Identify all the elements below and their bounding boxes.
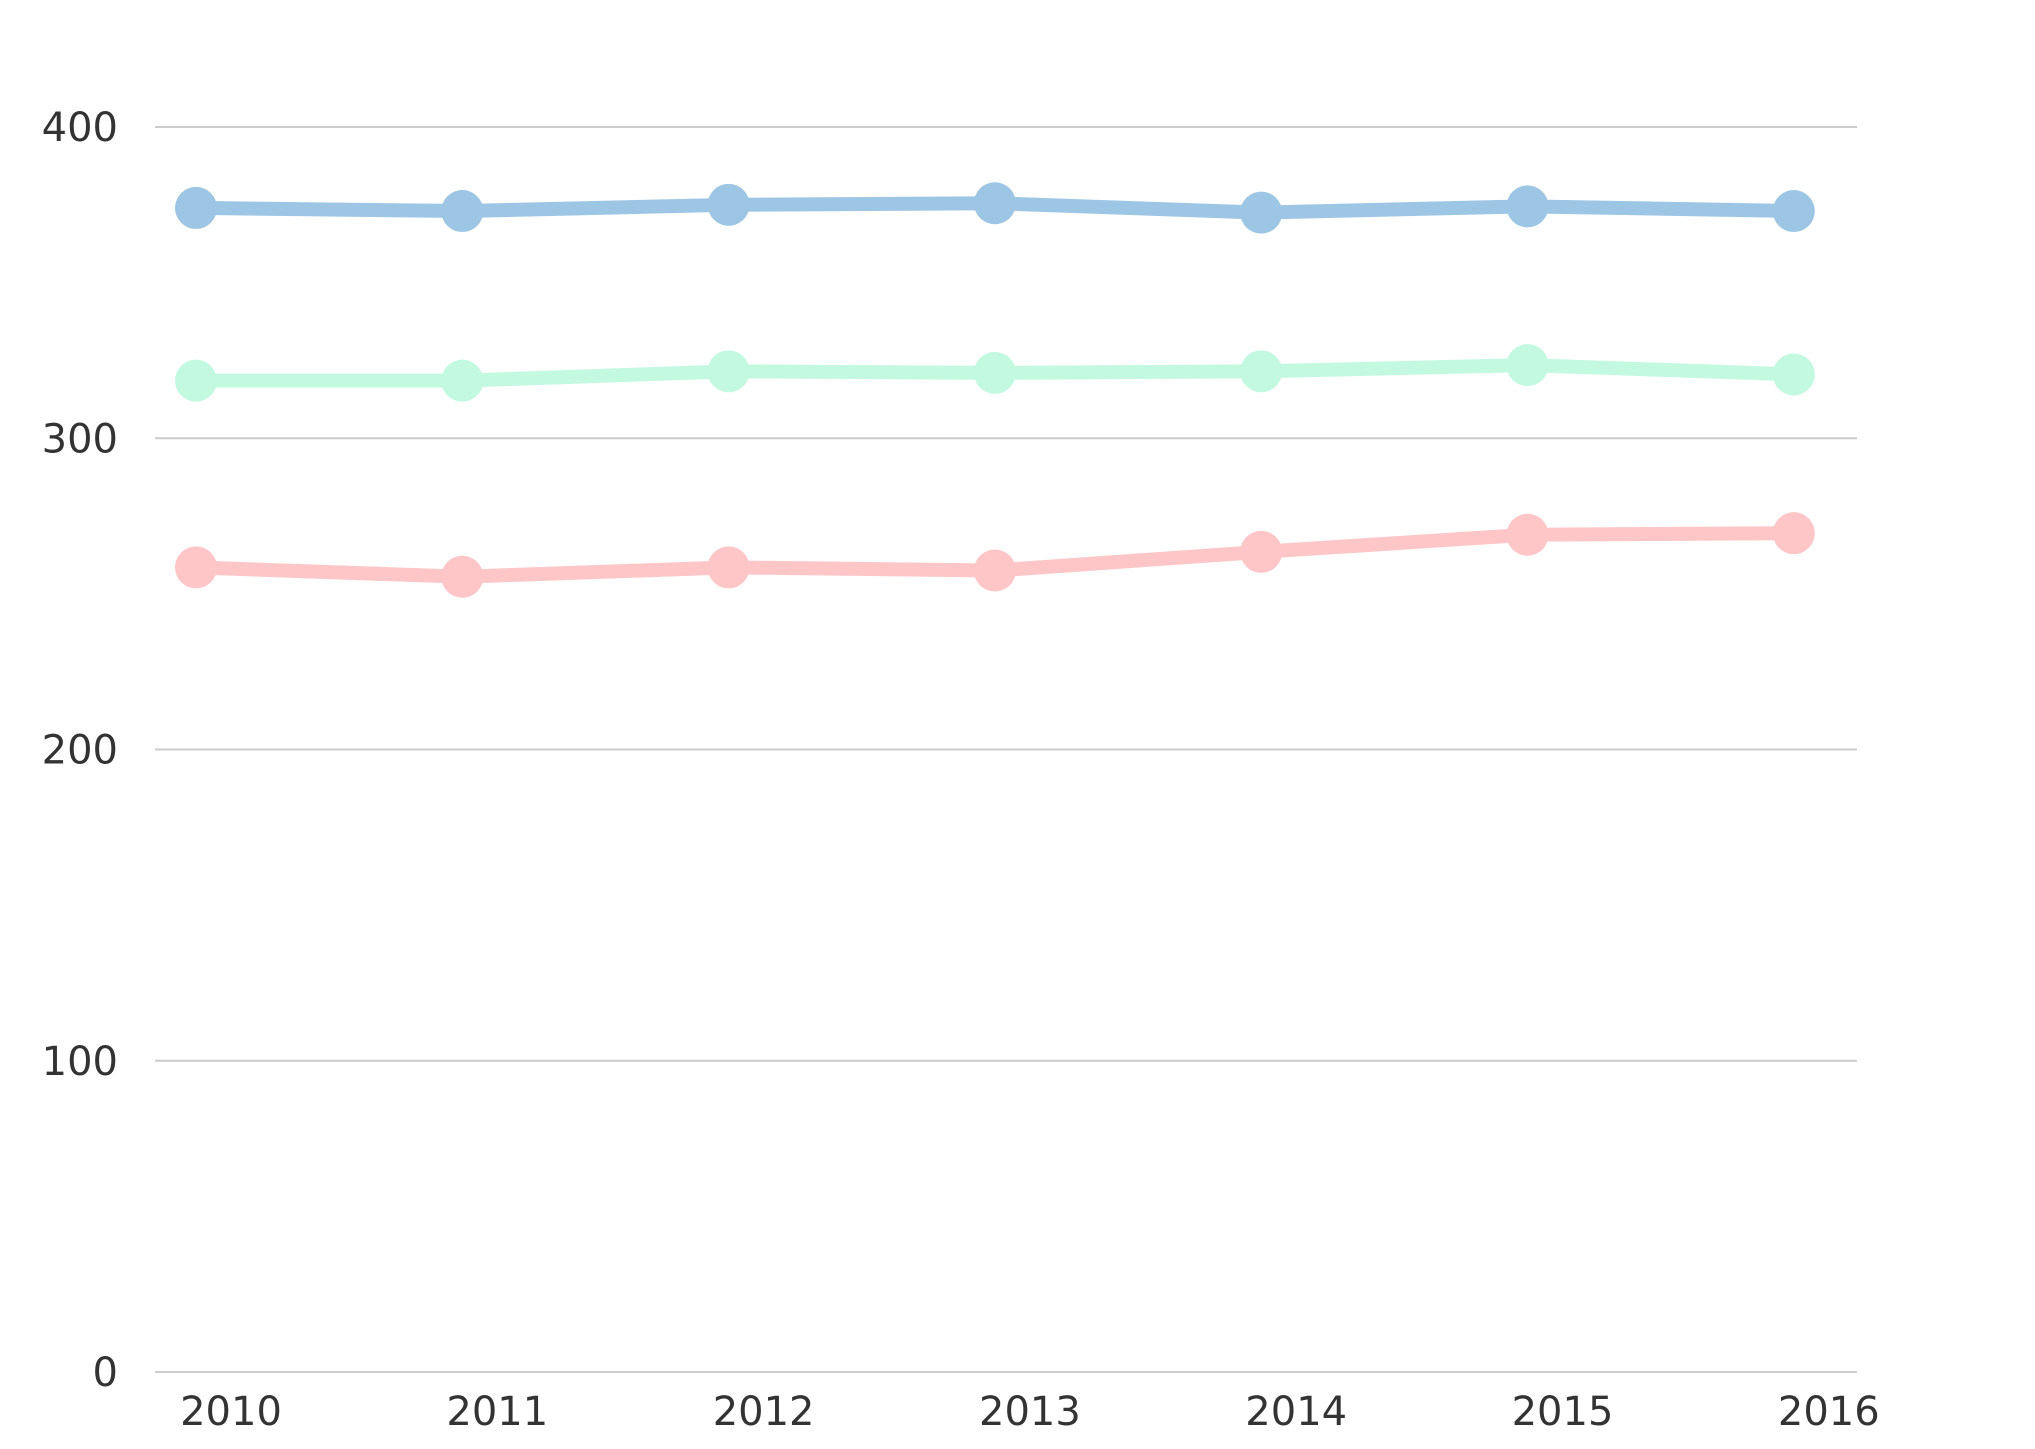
series-lines — [175, 182, 1815, 598]
y-axis-tick-labels: 0 100 200 300 400 — [42, 105, 118, 1396]
x-tick-label: 2012 — [713, 1389, 815, 1435]
grid-lines — [155, 126, 1857, 1373]
y-tick-label: 100 — [42, 1039, 118, 1085]
y-tick-label: 300 — [42, 416, 118, 462]
x-tick-label: 2015 — [1512, 1389, 1614, 1435]
data-point[interactable] — [1506, 344, 1549, 387]
data-point[interactable] — [973, 549, 1016, 592]
x-tick-label: 2010 — [180, 1389, 282, 1435]
data-point[interactable] — [1772, 353, 1815, 396]
data-point[interactable] — [175, 359, 217, 402]
x-axis-tick-labels: 2010 2011 2012 2013 2014 2015 2016 — [180, 1389, 1880, 1435]
data-point[interactable] — [1772, 190, 1815, 233]
y-tick-label: 0 — [93, 1350, 118, 1396]
data-point[interactable] — [175, 186, 217, 229]
data-point[interactable] — [707, 350, 750, 393]
x-tick-label: 2016 — [1778, 1389, 1880, 1435]
data-point[interactable] — [1772, 512, 1815, 555]
data-point[interactable] — [441, 359, 484, 402]
data-point[interactable] — [1240, 350, 1283, 393]
data-point[interactable] — [1240, 191, 1283, 234]
x-tick-label: 2013 — [979, 1389, 1081, 1435]
data-point[interactable] — [1506, 513, 1549, 556]
x-tick-label: 2014 — [1245, 1389, 1347, 1435]
series-2 — [175, 344, 1815, 402]
series-1 — [175, 182, 1815, 234]
data-point[interactable] — [441, 190, 484, 233]
series-3 — [175, 512, 1815, 598]
data-point[interactable] — [175, 546, 217, 589]
data-point[interactable] — [707, 546, 750, 589]
data-point[interactable] — [441, 555, 484, 598]
data-point[interactable] — [707, 183, 750, 226]
y-tick-label: 200 — [42, 728, 118, 774]
x-tick-label: 2011 — [446, 1389, 548, 1435]
data-point[interactable] — [1506, 185, 1549, 228]
data-point[interactable] — [973, 182, 1016, 225]
data-point[interactable] — [1240, 530, 1283, 573]
data-point[interactable] — [973, 351, 1016, 394]
y-tick-label: 400 — [42, 105, 118, 151]
